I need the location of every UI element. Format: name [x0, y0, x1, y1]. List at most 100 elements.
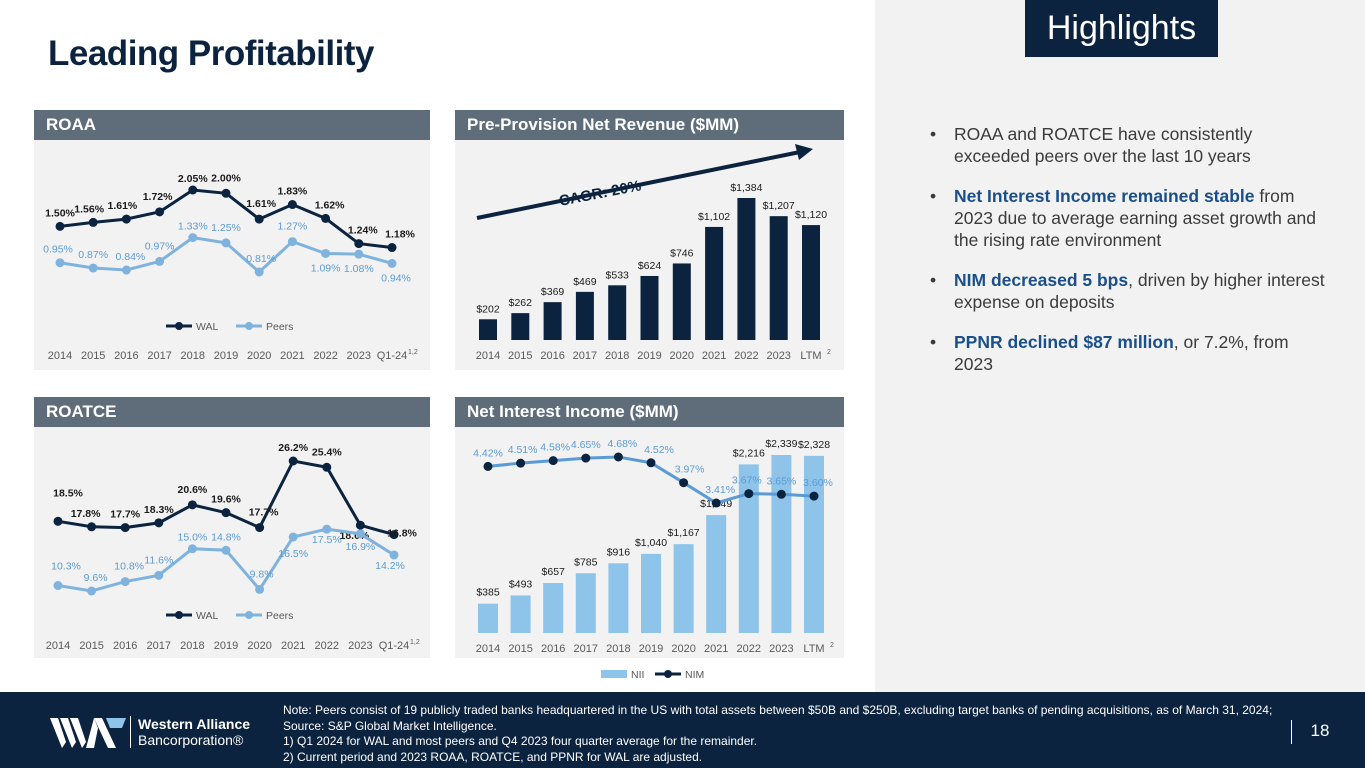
wal-data-label: 1.18%	[385, 229, 415, 241]
wal-legend-marker	[175, 611, 183, 619]
peers-data-label: 0.81%	[246, 253, 276, 265]
ppnr-data-label: $533	[606, 269, 630, 281]
chart3-x-tick-label: 2015	[508, 643, 532, 655]
nii-bar	[738, 464, 759, 633]
peers-data-label: 0.87%	[78, 249, 108, 261]
roatce-header: ROATCE	[34, 397, 430, 427]
nii-data-label: $785	[574, 556, 598, 568]
chart0-x-tick-label: 2018	[181, 350, 205, 362]
page-title: Leading Profitability	[48, 34, 374, 73]
ppnr-header: Pre-Provision Net Revenue ($MM)	[455, 110, 844, 140]
ppnr-bar	[672, 263, 691, 340]
logo-text: Western Alliance Bancorporation®	[138, 716, 250, 748]
nii-bar	[608, 563, 629, 633]
ppnr-bar	[608, 285, 627, 340]
chart0-x-tick-label: 2023	[347, 350, 371, 362]
chart2-x-tick-superscript: 1,2	[410, 639, 420, 646]
nim-data-point	[744, 489, 754, 499]
chart0-x-tick-label: Q1-24	[377, 350, 408, 362]
cagr-annotation: CAGR: 20%	[558, 177, 643, 210]
ppnr-panel: Pre-Provision Net Revenue ($MM) $202 $262…	[455, 110, 844, 370]
note-1: 1) Q1 2024 for WAL and most peers and Q4…	[283, 734, 758, 748]
wal-data-label: 1.83%	[278, 186, 308, 198]
peers-data-label: 10.8%	[114, 561, 144, 573]
footer: Western Alliance Bancorporation® Note: P…	[0, 692, 1365, 768]
peers-data-point	[187, 544, 197, 554]
chart2-x-tick-label: 2016	[113, 640, 137, 652]
peers-data-point	[287, 237, 297, 247]
chart1-x-tick-label: LTM	[800, 350, 821, 362]
peers-legend-label: Peers	[266, 610, 293, 622]
peers-data-point	[355, 529, 365, 539]
chart0-x-tick-superscript: 1,2	[408, 349, 418, 356]
wal-data-point	[121, 214, 131, 224]
wal-data-point	[221, 508, 231, 518]
highlights-label: Highlights	[1025, 0, 1218, 57]
wal-data-label: 1.56%	[74, 203, 104, 215]
nii-bar	[771, 455, 792, 633]
peers-data-label: 16.9%	[346, 541, 376, 553]
ppnr-bar	[575, 291, 594, 340]
peers-data-label: 0.97%	[145, 240, 175, 252]
logo-line2: Bancorporation®	[138, 732, 244, 748]
logo-line1: Western Alliance	[138, 716, 251, 732]
chart0-x-tick-label: 2014	[48, 350, 72, 362]
peers-data-label: 9.6%	[84, 572, 108, 584]
wal-legend-label: WAL	[196, 610, 219, 622]
company-logo: Western Alliance Bancorporation®	[50, 714, 300, 750]
chart1-x-tick-label: 2021	[702, 350, 726, 362]
wal-data-point	[321, 213, 331, 223]
ppnr-data-label: $469	[573, 276, 597, 288]
peers-data-point	[288, 532, 298, 542]
roaa-chart: 1.50% 1.56% 1.61%1.72%2.05% 2.00%1.61%1.83%…	[43, 172, 418, 362]
wal-data-point	[322, 462, 332, 472]
chart2-x-tick-label: 2021	[281, 640, 305, 652]
nii-bar	[478, 603, 498, 633]
ppnr-data-label: $1,120	[795, 209, 827, 221]
wal-data-label: 2.05%	[178, 173, 208, 185]
chart1-x-tick-label: 2019	[637, 350, 661, 362]
peers-data-label: 1.33%	[178, 221, 208, 233]
nim-data-label: 4.58%	[540, 442, 570, 454]
bullet-dot: •	[930, 186, 937, 206]
nii-bar	[673, 544, 694, 633]
peers-data-label: 0.95%	[43, 244, 73, 256]
wal-data-label: 1.72%	[143, 191, 173, 203]
peers-data-label: 0.94%	[381, 272, 411, 284]
wal-data-point	[387, 243, 397, 253]
nii-data-label: $1,040	[635, 537, 667, 549]
nim-data-point	[776, 489, 786, 499]
peers-data-point	[55, 258, 65, 268]
nii-data-label: $916	[607, 546, 631, 558]
peers-data-label: 9.8%	[250, 568, 274, 580]
chart1-x-tick-label: 2020	[670, 350, 694, 362]
peers-data-point	[221, 545, 231, 555]
wal-legend-label: WAL	[196, 321, 219, 333]
chart2-x-tick-label: 2019	[214, 640, 238, 652]
bullet-dot: •	[930, 270, 937, 290]
chart2-x-tick-label: Q1-24	[379, 640, 410, 652]
ppnr-data-label: $746	[670, 247, 694, 259]
peers-data-label: 1.25%	[211, 222, 241, 234]
wal-data-point	[154, 518, 164, 528]
ppnr-bar	[543, 302, 562, 340]
ppnr-data-label: $262	[509, 297, 533, 309]
chart1-x-tick-label: 2022	[734, 350, 758, 362]
peers-legend-label: Peers	[266, 321, 293, 333]
wal-data-point	[87, 522, 97, 532]
nim-data-point	[679, 478, 689, 488]
chart2-x-tick-label: 2017	[147, 640, 171, 652]
peers-data-point	[389, 550, 399, 560]
ppnr-data-label: $624	[638, 260, 662, 272]
chart1-x-tick-label: 2016	[540, 350, 564, 362]
chart3-x-tick-label: 2017	[574, 643, 598, 655]
ppnr-chart: $202 $262 $369 $469 $533 $624 $746 $1,102 $1,384…	[476, 144, 831, 362]
chart3-x-tick-superscript: 2	[830, 642, 834, 649]
wal-data-label: 18.5%	[53, 487, 83, 499]
peers-data-label: 14.8%	[211, 531, 241, 543]
chart2-x-tick-label: 2023	[348, 640, 372, 652]
peers-legend-marker	[245, 611, 253, 619]
peers-data-point	[53, 581, 63, 591]
nii-bar	[510, 595, 531, 633]
peers-data-label: 16.5%	[278, 548, 308, 560]
